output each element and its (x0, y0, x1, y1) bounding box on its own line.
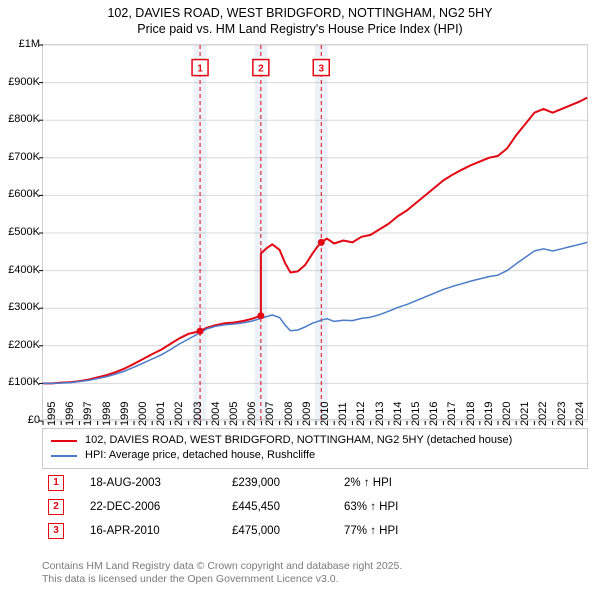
chart-container: 102, DAVIES ROAD, WEST BRIDGFORD, NOTTIN… (0, 0, 600, 590)
plot-area: 1 2 3 (42, 44, 588, 420)
table-row: 1 18-AUG-2003£239,0002% ↑ HPI (44, 472, 586, 494)
x-axis-tick-label: 2002 (173, 402, 185, 426)
x-axis-tick-label: 2018 (465, 402, 477, 426)
legend-item: HPI: Average price, detached house, Rush… (51, 448, 579, 463)
table-row: 3 16-APR-2010£475,00077% ↑ HPI (44, 520, 586, 542)
y-axis-tick-label: £900K (8, 76, 40, 88)
sale-price-cell: £445,450 (228, 496, 338, 518)
sale-marker-icon: 3 (48, 523, 64, 539)
legend-label: 102, DAVIES ROAD, WEST BRIDGFORD, NOTTIN… (85, 433, 512, 448)
y-axis-tick-label: £600K (8, 188, 40, 200)
legend-swatch (51, 455, 77, 457)
sale-hpi-cell: 77% ↑ HPI (340, 520, 586, 542)
x-axis-tick-label: 2024 (574, 402, 586, 426)
x-axis-tick-label: 2014 (392, 402, 404, 426)
legend-item: 102, DAVIES ROAD, WEST BRIDGFORD, NOTTIN… (51, 433, 579, 448)
y-axis-tick-label: £700K (8, 151, 40, 163)
x-axis-tick-label: 2003 (192, 402, 204, 426)
x-axis-tick-label: 1995 (46, 402, 58, 426)
x-axis-tick-label: 1998 (101, 402, 113, 426)
sales-table: 1 18-AUG-2003£239,0002% ↑ HPI 2 22-DEC-2006… (42, 470, 588, 544)
y-axis-tick-label: £800K (8, 113, 40, 125)
sale-marker-cell: 2 (44, 496, 84, 518)
sale-price-cell: £239,000 (228, 472, 338, 494)
x-axis-tick-label: 2022 (537, 402, 549, 426)
x-axis-tick-label: 2005 (228, 402, 240, 426)
sale-date-cell: 16-APR-2010 (86, 520, 226, 542)
sale-date-cell: 22-DEC-2006 (86, 496, 226, 518)
x-axis-tick-label: 2004 (210, 402, 222, 426)
sale-hpi-cell: 63% ↑ HPI (340, 496, 586, 518)
x-axis-tick-label: 2006 (246, 402, 258, 426)
sale-hpi-cell: 2% ↑ HPI (340, 472, 586, 494)
footer-line-1: Contains HM Land Registry data © Crown c… (42, 560, 402, 573)
y-axis-tick-label: £300K (8, 301, 40, 313)
x-axis-tick-label: 2000 (137, 402, 149, 426)
y-axis-tick-label: £100K (8, 376, 40, 388)
table-row: 2 22-DEC-2006£445,45063% ↑ HPI (44, 496, 586, 518)
x-axis-tick-label: 2016 (428, 402, 440, 426)
legend-swatch (51, 440, 77, 442)
svg-text:1: 1 (197, 64, 203, 75)
sale-date-cell: 18-AUG-2003 (86, 472, 226, 494)
x-axis-tick-label: 1997 (82, 402, 94, 426)
x-axis-tick-label: 2001 (155, 402, 167, 426)
sale-price-cell: £475,000 (228, 520, 338, 542)
x-axis-tick-label: 2007 (264, 402, 276, 426)
y-axis-tick-label: £400K (8, 264, 40, 276)
x-axis-tick-label: 1996 (64, 402, 76, 426)
sale-marker-icon: 2 (48, 499, 64, 515)
x-axis-tick-label: 2015 (410, 402, 422, 426)
x-axis-tick-label: 2020 (501, 402, 513, 426)
x-axis-tick-label: 2019 (483, 402, 495, 426)
y-axis-tick-label: £1M (19, 38, 40, 50)
x-axis-tick-label: 2021 (519, 402, 531, 426)
sale-marker-icon: 1 (48, 475, 64, 491)
title-line-1: 102, DAVIES ROAD, WEST BRIDGFORD, NOTTIN… (0, 6, 600, 22)
x-axis-tick-label: 2011 (337, 402, 349, 426)
x-axis-tick-label: 2010 (319, 402, 331, 426)
footer-attribution: Contains HM Land Registry data © Crown c… (42, 560, 402, 586)
svg-text:2: 2 (258, 64, 264, 75)
x-axis-tick-label: 2023 (556, 402, 568, 426)
x-axis-tick-label: 2013 (374, 402, 386, 426)
chart-svg: 1 2 3 (43, 45, 587, 419)
svg-text:3: 3 (318, 64, 324, 75)
x-axis-tick-label: 1999 (119, 402, 131, 426)
x-axis-tick-label: 2017 (446, 402, 458, 426)
y-axis-tick-label: £500K (8, 226, 40, 238)
legend: 102, DAVIES ROAD, WEST BRIDGFORD, NOTTIN… (42, 428, 588, 469)
y-axis-tick-label: £200K (8, 339, 40, 351)
sale-marker-cell: 3 (44, 520, 84, 542)
chart-title: 102, DAVIES ROAD, WEST BRIDGFORD, NOTTIN… (0, 0, 600, 37)
y-axis-tick-label: £0 (28, 414, 40, 426)
x-axis-tick-label: 2008 (283, 402, 295, 426)
sale-marker-cell: 1 (44, 472, 84, 494)
title-line-2: Price paid vs. HM Land Registry's House … (0, 22, 600, 38)
x-axis-tick-label: 2012 (355, 402, 367, 426)
x-axis-tick-label: 2009 (301, 402, 313, 426)
legend-label: HPI: Average price, detached house, Rush… (85, 448, 315, 463)
footer-line-2: This data is licensed under the Open Gov… (42, 573, 402, 586)
